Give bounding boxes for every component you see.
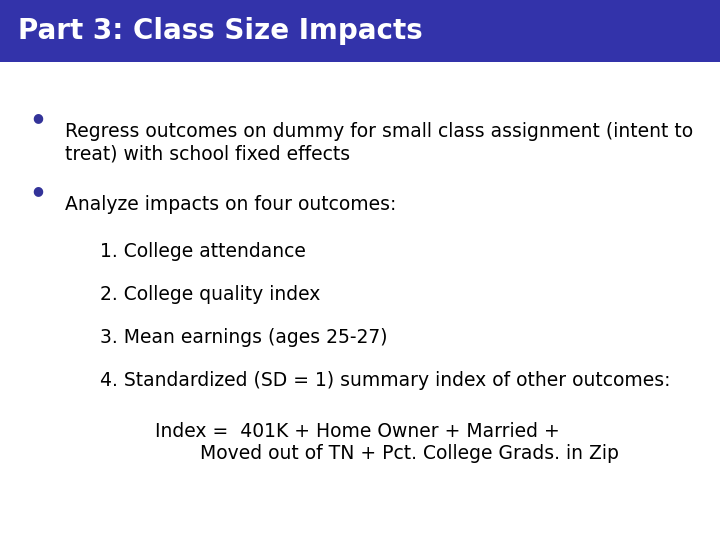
Text: Analyze impacts on four outcomes:: Analyze impacts on four outcomes: — [65, 195, 397, 214]
Text: Moved out of TN + Pct. College Grads. in Zip: Moved out of TN + Pct. College Grads. in… — [200, 444, 619, 463]
Text: Index =  401K + Home Owner + Married +: Index = 401K + Home Owner + Married + — [155, 422, 559, 441]
Text: ●: ● — [32, 185, 43, 198]
Text: Part 3: Class Size Impacts: Part 3: Class Size Impacts — [18, 17, 423, 45]
Text: 4. Standardized (SD = 1) summary index of other outcomes:: 4. Standardized (SD = 1) summary index o… — [100, 371, 670, 390]
Text: 1. College attendance: 1. College attendance — [100, 242, 306, 261]
Text: ●: ● — [32, 111, 43, 125]
Text: treat) with school fixed effects: treat) with school fixed effects — [65, 144, 350, 163]
Bar — [0, 0, 720, 62]
Text: 3. Mean earnings (ages 25-27): 3. Mean earnings (ages 25-27) — [100, 328, 387, 347]
Text: Regress outcomes on dummy for small class assignment (intent to: Regress outcomes on dummy for small clas… — [65, 122, 693, 141]
Text: 2. College quality index: 2. College quality index — [100, 285, 320, 304]
